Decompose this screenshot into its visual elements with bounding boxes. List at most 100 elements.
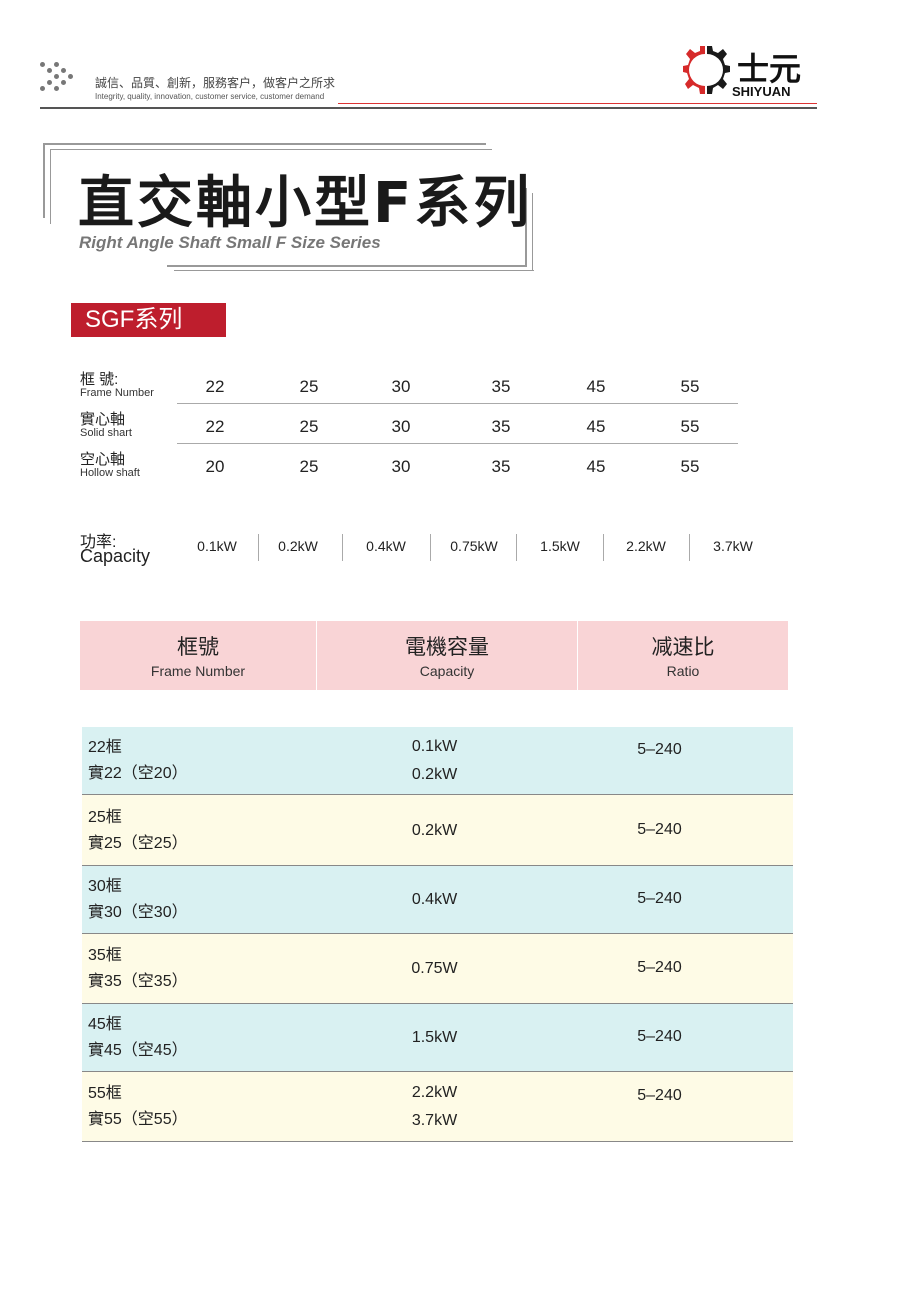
header-cn: 框號: [177, 636, 219, 659]
spec-value: 55: [680, 417, 700, 436]
chevron-dots-icon: [40, 62, 80, 98]
spec-value: 25: [299, 377, 319, 396]
capacity-value: 0.75kW: [450, 538, 498, 554]
spec-label-cn: 實心軸: [80, 411, 126, 428]
table-header: 框號 Frame Number 電機容量 Capacity 减速比 Ratio: [80, 621, 788, 690]
ratio-cell: 5–240: [637, 741, 682, 758]
capacity-value: 2.2kW: [411, 1084, 458, 1101]
header-frame: 框號 Frame Number: [80, 621, 317, 690]
ratio-cell: 5–240: [637, 890, 682, 907]
frame-label: 25框: [88, 808, 122, 826]
header-en: Frame Number: [150, 663, 246, 679]
capacity-label-en: Capacity: [80, 546, 151, 566]
slogan-english: Integrity, quality, innovation, customer…: [95, 92, 325, 101]
spec-value: 25: [299, 417, 319, 436]
title-frame: [167, 265, 527, 267]
table-row: 45框實45（空45） 1.5kW 5–240: [82, 1004, 793, 1072]
brand-logo-english: SHIYUAN: [732, 84, 791, 99]
capacity-separator: [258, 534, 259, 561]
spec-value: 35: [491, 377, 511, 396]
frame-label: 30框: [88, 878, 122, 895]
brand-logo-chinese: 士元: [737, 51, 802, 87]
table-row: 25框 實25（空25） 0.2kW 5–240: [82, 795, 793, 866]
spec-value: 30: [391, 377, 411, 396]
frame-label: 35框: [88, 947, 122, 964]
spec-value: 30: [391, 457, 411, 476]
capacity-value: 1.5kW: [540, 538, 580, 554]
capacity-cell: 0.4kW: [382, 886, 487, 914]
spec-value: 20: [205, 457, 225, 476]
header-cn: 减速比: [651, 636, 715, 659]
spec-label-en: Solid shart: [80, 427, 132, 439]
ratio-cell: 5–240: [637, 1028, 682, 1045]
title-frame: [174, 270, 534, 271]
header-rule: [40, 107, 817, 109]
title-frame: [525, 188, 527, 267]
page-subtitle: Right Angle Shaft Small F Size Series: [79, 233, 381, 252]
ratio-cell: 5–240: [637, 959, 682, 976]
capacity-cell: 0.75W: [382, 955, 487, 983]
spec-value: 35: [491, 417, 511, 436]
title-frame: [532, 193, 533, 271]
capacity-value: 0.2kW: [411, 821, 458, 839]
shaft-label: 實35（空35）: [88, 973, 188, 990]
frame-cell: 55框實55（空55）: [88, 1081, 188, 1133]
title-frame: [43, 143, 486, 145]
title-frame: [50, 149, 492, 150]
capacity-value: 0.4kW: [411, 891, 458, 908]
frame-label: 22框: [88, 739, 122, 756]
frame-label: 55框: [88, 1085, 122, 1102]
capacity-value: 3.7kW: [411, 1112, 458, 1129]
capacity-value: 3.7kW: [713, 538, 753, 554]
spec-label-en: Hollow shaft: [80, 467, 140, 479]
spec-label-cn: 空心軸: [80, 451, 126, 468]
capacity-separator: [430, 534, 431, 561]
spec-value: 55: [680, 457, 700, 476]
capacity-value: 0.1kW: [411, 738, 458, 755]
spec-value: 55: [680, 377, 700, 396]
capacity-value: 0.4kW: [366, 538, 406, 554]
header-capacity: 電機容量 Capacity: [317, 621, 578, 690]
spec-value: 45: [586, 377, 606, 396]
header-en: Capacity: [419, 663, 475, 679]
spec-value: 45: [586, 457, 606, 476]
spec-value: 35: [491, 457, 511, 476]
shaft-label: 實30（空30）: [88, 904, 188, 921]
capacity-value: 0.2kW: [278, 538, 318, 554]
table-row: 22框 實22（空20） 0.1kW 0.2kW 5–240: [82, 727, 793, 795]
header-ratio: 减速比 Ratio: [578, 621, 788, 690]
spec-value: 22: [205, 417, 225, 436]
table-row: 30框實30（空30） 0.4kW 5–240: [82, 866, 793, 934]
capacity-separator: [516, 534, 517, 561]
capacity-value: 0.75W: [411, 960, 458, 977]
header-en: Ratio: [666, 663, 700, 679]
header-red-rule: [338, 103, 817, 104]
capacity-cell: 1.5kW: [382, 1024, 487, 1052]
spec-divider: [177, 403, 738, 404]
table-row: 55框實55（空55） 2.2kW 3.7kW 5–240: [82, 1072, 793, 1142]
capacity-separator: [603, 534, 604, 561]
page-title: 直交軸小型F系列: [78, 171, 533, 236]
capacity-cell: 2.2kW 3.7kW: [382, 1079, 487, 1135]
spec-value: 30: [391, 417, 411, 436]
capacity-value: 1.5kW: [411, 1029, 458, 1046]
spec-label-en: Frame Number: [80, 387, 154, 399]
capacity-separator: [342, 534, 343, 561]
frame-cell: 35框實35（空35）: [88, 943, 188, 995]
ratio-cell: 5–240: [637, 1087, 682, 1104]
spec-value: 22: [205, 377, 225, 396]
spec-value: 45: [586, 417, 606, 436]
frame-label: 45框: [88, 1016, 122, 1033]
capacity-value: 2.2kW: [626, 538, 666, 554]
table-row: 35框實35（空35） 0.75W 5–240: [82, 934, 793, 1004]
slogan-chinese: 誠信、品質、創新，服務客户，做客户之所求: [95, 76, 336, 90]
frame-cell: 45框實45（空45）: [88, 1012, 188, 1064]
spec-divider: [177, 443, 738, 444]
spec-value: 25: [299, 457, 319, 476]
title-frame: [50, 149, 51, 224]
shaft-label: 實55（空55）: [88, 1111, 188, 1128]
capacity-separator: [689, 534, 690, 561]
capacity-cell: 0.1kW 0.2kW: [382, 733, 487, 789]
shaft-label: 實45（空45）: [88, 1042, 188, 1059]
frame-cell: 22框 實22（空20）: [88, 735, 188, 787]
